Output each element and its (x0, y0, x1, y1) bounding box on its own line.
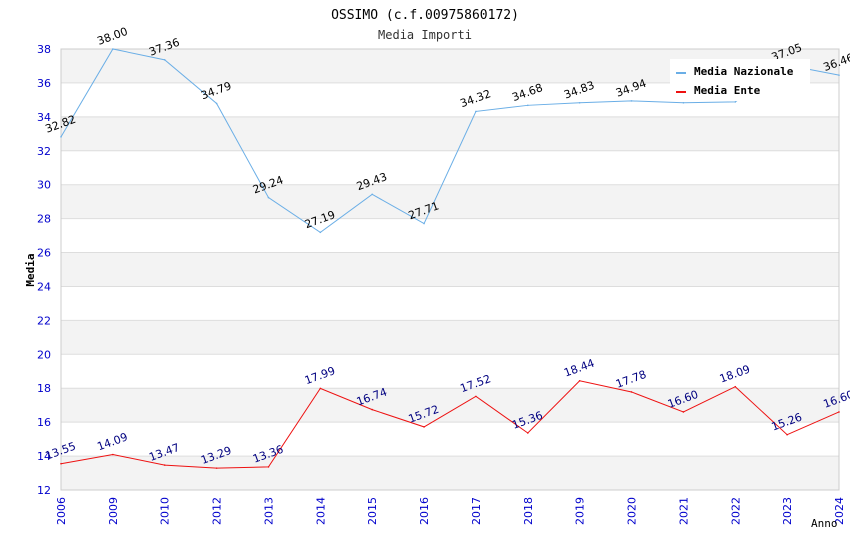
y-axis-label: Media (24, 253, 37, 286)
x-tick-label: 2021 (677, 497, 690, 525)
data-point (527, 432, 529, 434)
band (61, 388, 839, 423)
x-tick-label: 2022 (729, 497, 742, 525)
legend-label-nazionale: Media Nazionale (694, 65, 794, 78)
data-point (371, 193, 374, 196)
y-tick-label: 24 (37, 280, 51, 293)
band (61, 184, 839, 219)
data-label: 18.44 (562, 357, 596, 380)
band (61, 252, 839, 287)
data-point (319, 231, 322, 234)
y-tick-label: 22 (37, 314, 51, 327)
data-point (475, 395, 477, 398)
x-tick-label: 2018 (522, 497, 535, 525)
data-point (838, 74, 840, 76)
series-lines (60, 48, 840, 469)
data-point (630, 391, 633, 393)
y-tick-label: 34 (37, 111, 51, 124)
data-point (734, 385, 737, 388)
x-tick-label: 2020 (626, 497, 639, 525)
band (61, 116, 839, 151)
data-point (423, 222, 425, 225)
x-axis-label: Anno (811, 517, 838, 530)
x-tick-label: 2019 (574, 497, 587, 525)
chart-title: OSSIMO (c.f.00975860172) (331, 8, 519, 23)
x-tick-label: 2014 (314, 497, 327, 525)
data-point (371, 408, 374, 411)
data-label: 17.78 (614, 368, 648, 391)
chart-subtitle: Media Importi (378, 28, 472, 42)
data-point (838, 411, 840, 413)
series-line-0 (60, 48, 840, 233)
data-label: 17.99 (303, 364, 337, 387)
data-point (163, 59, 166, 61)
x-tick-label: 2024 (833, 497, 846, 525)
data-point (682, 101, 685, 104)
data-point (60, 136, 62, 138)
x-tick-label: 2016 (418, 497, 431, 525)
data-point (578, 101, 581, 104)
data-label: 34.68 (510, 81, 544, 104)
legend-box (670, 59, 810, 101)
x-tick-label: 2023 (781, 497, 794, 525)
data-label: 34.32 (459, 87, 493, 110)
x-tick-label: 2010 (159, 497, 172, 525)
data-point (734, 101, 737, 103)
y-axis: 12 14 16 18 20 22 24 26 28 30 32 34 36 38 (37, 43, 51, 497)
data-point (60, 462, 62, 465)
plot-bands (61, 49, 839, 490)
data-point (215, 102, 218, 105)
y-tick-label: 12 (37, 484, 51, 497)
x-axis: 2006 2009 2010 2012 2013 2014 2015 2016 2017 2018… (55, 497, 846, 525)
y-tick-label: 36 (37, 77, 51, 90)
data-point (215, 467, 218, 469)
x-tick-label: 2009 (107, 497, 120, 525)
data-label: 18.09 (718, 363, 752, 386)
data-label: 38.00 (95, 25, 129, 48)
y-tick-label: 38 (37, 43, 51, 56)
data-point (163, 464, 166, 466)
data-point (112, 48, 114, 50)
y-tick-label: 18 (37, 382, 51, 395)
data-point (475, 110, 477, 113)
data-point (786, 433, 788, 436)
x-tick-label: 2017 (470, 497, 483, 525)
y-tick-label: 32 (37, 145, 51, 158)
x-tick-label: 2013 (262, 497, 275, 525)
x-tick-label: 2006 (55, 497, 68, 525)
band (61, 320, 839, 355)
y-tick-label: 26 (37, 247, 51, 260)
data-point (578, 379, 581, 382)
data-point (423, 426, 425, 428)
series-line-1 (60, 380, 840, 469)
band (61, 456, 839, 490)
legend-label-ente: Media Ente (694, 84, 761, 97)
y-tick-label: 14 (37, 450, 51, 463)
x-tick-label: 2012 (211, 497, 224, 525)
legend: Media Nazionale Media Ente (670, 59, 810, 101)
y-tick-label: 30 (37, 179, 51, 192)
data-label: 14.09 (95, 430, 129, 453)
data-point (267, 196, 270, 199)
y-tick-label: 28 (37, 213, 51, 226)
data-point (682, 411, 685, 413)
y-tick-label: 16 (37, 416, 51, 429)
plot-frame (60, 48, 840, 491)
data-point (112, 453, 114, 456)
y-tick-label: 20 (37, 348, 51, 361)
data-point (319, 387, 322, 390)
data-point (630, 100, 633, 102)
gridlines (61, 48, 839, 491)
data-point (527, 104, 529, 107)
x-tick-label: 2015 (366, 497, 379, 525)
data-point (267, 466, 270, 468)
